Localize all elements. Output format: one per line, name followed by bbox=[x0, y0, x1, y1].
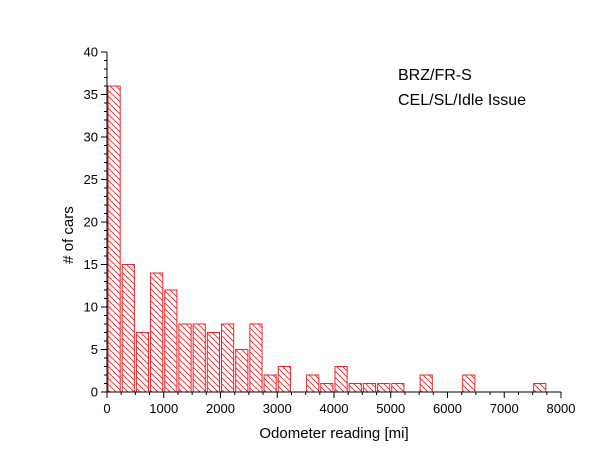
tick-marks bbox=[101, 51, 562, 398]
histogram-bar bbox=[419, 374, 433, 393]
histogram-bar bbox=[306, 374, 320, 393]
histogram-bar bbox=[164, 289, 178, 393]
histogram-bar bbox=[192, 323, 206, 393]
histogram-bar bbox=[107, 85, 121, 393]
x-tick-label: 5000 bbox=[376, 401, 405, 416]
histogram-bar bbox=[135, 332, 150, 393]
y-tick-label: 5 bbox=[91, 342, 98, 357]
histogram-bar bbox=[263, 374, 277, 393]
y-tick-label: 30 bbox=[84, 130, 98, 145]
x-tick-label: 4000 bbox=[320, 401, 349, 416]
y-tick-labels: 0 5 10 15 20 25 30 35 40 bbox=[84, 45, 98, 400]
histogram-bar bbox=[206, 332, 220, 393]
histogram-bar bbox=[391, 383, 405, 393]
x-tick-label: 0 bbox=[103, 401, 110, 416]
y-tick-label: 40 bbox=[84, 45, 98, 60]
x-axis-label: Odometer reading [mi] bbox=[259, 425, 408, 442]
histogram-bar bbox=[320, 383, 334, 393]
histogram-bars bbox=[107, 85, 547, 393]
histogram-bar bbox=[334, 366, 348, 393]
annotation-model: BRZ/FR-S bbox=[398, 67, 472, 84]
x-tick-labels: 0 1000 2000 3000 4000 5000 6000 7000 8000 bbox=[103, 401, 575, 416]
histogram-bar bbox=[249, 323, 263, 393]
histogram-bar bbox=[377, 383, 391, 393]
histogram-bar bbox=[121, 264, 135, 393]
histogram-bar bbox=[348, 383, 362, 393]
y-tick-label: 15 bbox=[84, 257, 98, 272]
histogram-bar bbox=[221, 323, 235, 393]
annotation-issue: CEL/SL/Idle Issue bbox=[398, 92, 526, 109]
x-tick-label: 6000 bbox=[433, 401, 462, 416]
x-tick-label: 8000 bbox=[547, 401, 576, 416]
y-tick-label: 0 bbox=[91, 385, 98, 400]
y-tick-label: 20 bbox=[84, 215, 98, 230]
histogram-bar bbox=[362, 383, 377, 393]
x-tick-label: 7000 bbox=[490, 401, 519, 416]
histogram-bar bbox=[277, 366, 291, 393]
histogram-bar bbox=[178, 323, 192, 393]
x-tick-label: 2000 bbox=[206, 401, 235, 416]
y-tick-label: 25 bbox=[84, 172, 98, 187]
x-tick-label: 3000 bbox=[263, 401, 292, 416]
histogram-bar bbox=[150, 272, 164, 393]
y-axis-label: # of cars bbox=[60, 206, 77, 264]
x-tick-label: 1000 bbox=[149, 401, 178, 416]
histogram-bar bbox=[462, 374, 476, 393]
y-tick-label: 10 bbox=[84, 300, 98, 315]
histogram-bar bbox=[533, 383, 547, 393]
histogram-bar bbox=[235, 349, 249, 393]
y-tick-label: 35 bbox=[84, 87, 98, 102]
